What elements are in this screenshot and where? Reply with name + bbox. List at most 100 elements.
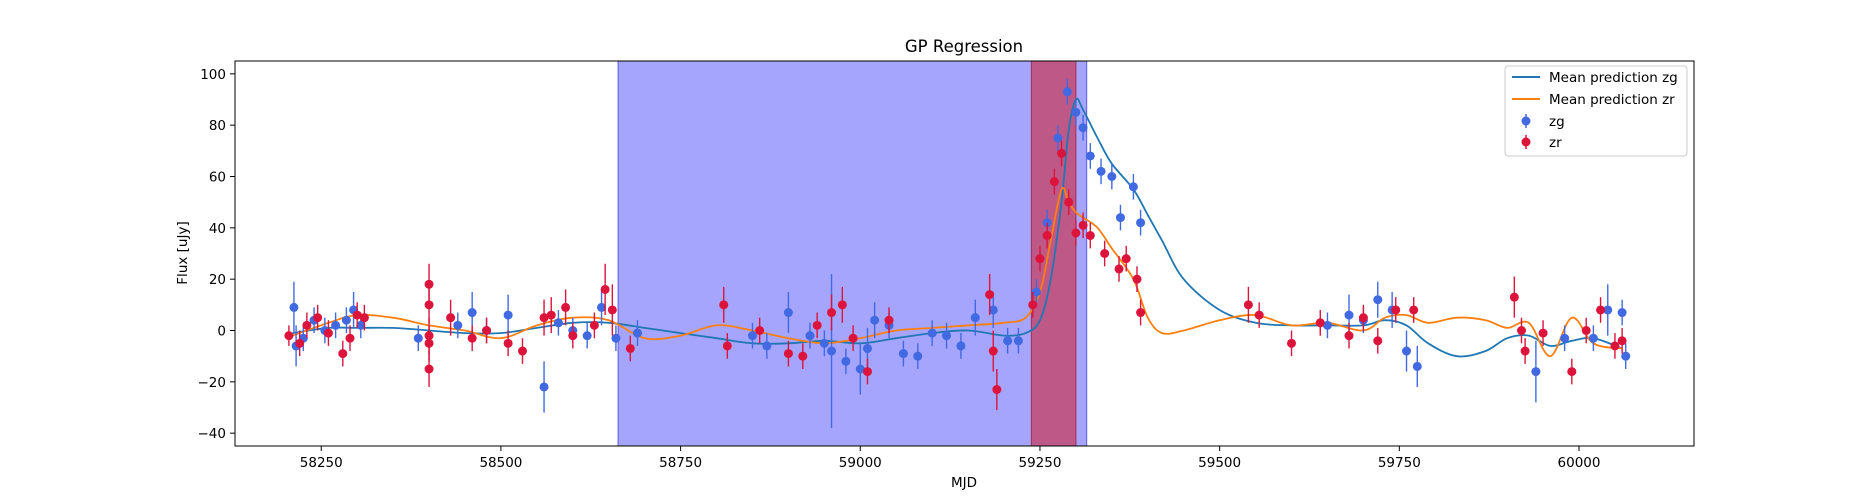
point-zg xyxy=(540,382,549,391)
point-zr xyxy=(1244,300,1253,309)
point-zr xyxy=(601,285,610,294)
point-zg xyxy=(1003,336,1012,345)
point-zg xyxy=(899,349,908,358)
point-zr xyxy=(755,326,764,335)
point-zg xyxy=(1079,123,1088,132)
shaded-regions xyxy=(618,61,1087,446)
point-zg xyxy=(1107,172,1116,181)
point-zr xyxy=(1345,331,1354,340)
point-zr xyxy=(518,347,527,356)
point-zg xyxy=(928,329,937,338)
y-axis-label: Flux [uJy] xyxy=(175,221,191,284)
point-zr xyxy=(608,305,617,314)
y-tick-label: 40 xyxy=(209,221,226,237)
point-zr xyxy=(1028,300,1037,309)
point-zr xyxy=(1255,311,1264,320)
x-tick-label: 58250 xyxy=(300,455,343,471)
point-zr xyxy=(798,352,807,361)
point-zg xyxy=(1063,87,1072,96)
point-zr xyxy=(719,300,728,309)
point-zg xyxy=(1116,213,1125,222)
chart-title: GP Regression xyxy=(905,37,1023,56)
x-axis-ticks: 58250 58500 58750 59000 59250 59500 59750 60000 xyxy=(300,446,1601,471)
y-tick-label: 100 xyxy=(200,67,226,83)
point-zg xyxy=(913,352,922,361)
point-zg xyxy=(414,334,423,343)
x-tick-label: 59250 xyxy=(1018,455,1061,471)
point-zg xyxy=(1589,334,1598,343)
point-zr xyxy=(992,385,1001,394)
point-zr xyxy=(1391,305,1400,314)
y-axis-ticks: −40 −20 0 20 40 60 80 100 xyxy=(198,67,236,442)
y-tick-label: 60 xyxy=(209,170,226,186)
legend-swatch-zr-marker xyxy=(1522,138,1531,147)
point-zr xyxy=(1071,228,1080,237)
point-zg xyxy=(504,311,513,320)
point-zg xyxy=(1373,295,1382,304)
point-zg xyxy=(1345,311,1354,320)
point-zr xyxy=(1618,336,1627,345)
point-zr xyxy=(324,329,333,338)
point-zg xyxy=(1097,167,1106,176)
point-zr xyxy=(360,313,369,322)
point-zr xyxy=(1287,339,1296,348)
point-zr xyxy=(849,334,858,343)
legend-label-zr-points: zr xyxy=(1549,135,1562,151)
point-zr xyxy=(504,339,513,348)
point-zr xyxy=(313,313,322,322)
point-zr xyxy=(1086,231,1095,240)
point-zr xyxy=(425,339,434,348)
point-zr xyxy=(1132,275,1141,284)
point-zr xyxy=(1064,198,1073,207)
point-zg xyxy=(827,347,836,356)
point-zr xyxy=(425,300,434,309)
x-tick-label: 58750 xyxy=(659,455,702,471)
point-zg xyxy=(1136,218,1145,227)
shaded-region-red-1 xyxy=(1031,61,1076,446)
point-zg xyxy=(1129,182,1138,191)
point-zg xyxy=(870,316,879,325)
point-zr xyxy=(1316,318,1325,327)
point-zg xyxy=(942,331,951,340)
point-zr xyxy=(1136,308,1145,317)
point-zr xyxy=(827,308,836,317)
point-zr xyxy=(302,321,311,330)
point-zr xyxy=(838,300,847,309)
point-zg xyxy=(289,303,298,312)
point-zg xyxy=(863,344,872,353)
point-zr xyxy=(1567,367,1576,376)
point-zg xyxy=(1086,151,1095,160)
point-zr xyxy=(1521,347,1530,356)
point-zg xyxy=(1402,347,1411,356)
point-zr xyxy=(547,311,556,320)
point-zg xyxy=(1618,308,1627,317)
point-zg xyxy=(331,321,340,330)
point-zr xyxy=(1359,313,1368,322)
x-tick-label: 59500 xyxy=(1198,455,1241,471)
point-zg xyxy=(971,313,980,322)
x-tick-label: 58500 xyxy=(479,455,522,471)
point-zr xyxy=(1079,221,1088,230)
point-zr xyxy=(723,341,732,350)
legend: Mean prediction zg Mean prediction zr zg… xyxy=(1505,66,1687,156)
y-tick-label: 0 xyxy=(217,324,226,340)
point-zg xyxy=(453,321,462,330)
point-zr xyxy=(784,349,793,358)
point-zr xyxy=(1539,329,1548,338)
x-tick-label: 60000 xyxy=(1558,455,1601,471)
point-zr xyxy=(1510,293,1519,302)
point-zr xyxy=(345,334,354,343)
point-zg xyxy=(1014,336,1023,345)
point-zr xyxy=(284,331,293,340)
legend-label-zr-line: Mean prediction zr xyxy=(1549,92,1675,108)
point-zr xyxy=(989,347,998,356)
point-zg xyxy=(1560,334,1569,343)
point-zg xyxy=(784,308,793,317)
point-zr xyxy=(568,331,577,340)
point-zr xyxy=(338,349,347,358)
point-zr xyxy=(1050,177,1059,186)
point-zg xyxy=(554,318,563,327)
point-zr xyxy=(468,334,477,343)
point-zr xyxy=(295,339,304,348)
